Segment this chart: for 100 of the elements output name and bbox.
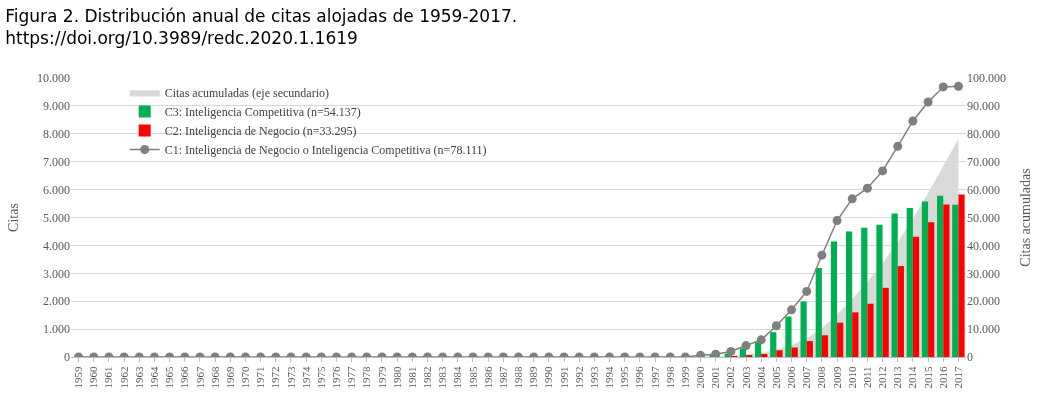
bar <box>785 316 792 357</box>
bar <box>867 303 874 357</box>
x-tick-label: 1999 <box>678 365 691 389</box>
x-tick-label: 1966 <box>178 365 191 389</box>
point <box>696 350 706 357</box>
x-tick-label: 1960 <box>87 365 100 389</box>
x-tick-label: 2012 <box>876 366 889 389</box>
bar <box>770 332 777 357</box>
x-tick-label: 1981 <box>405 366 418 389</box>
bar <box>739 348 747 357</box>
x-tick-label: 1979 <box>375 365 388 389</box>
bar <box>761 353 768 357</box>
x-tick-label: 2017 <box>951 365 964 389</box>
x-tick-label: 1995 <box>618 365 631 389</box>
point <box>953 81 963 91</box>
point <box>862 183 872 193</box>
legend-label: C1: Inteligencia de Negocio o Inteligencia Competitiva (n=78.111) <box>164 143 487 158</box>
x-tick-label: 2000 <box>694 365 707 389</box>
x-tick-label: 1969 <box>223 365 236 389</box>
bar <box>882 287 889 357</box>
bar <box>912 236 920 357</box>
x-tick-label: 1998 <box>663 365 676 389</box>
x-tick-label: 1991 <box>557 366 570 389</box>
y-tick-label: 9.000 <box>43 99 70 114</box>
bar <box>837 322 844 357</box>
x-tick-label: 1959 <box>72 365 85 389</box>
y2-tick-label: 70.000 <box>967 154 1000 169</box>
bar <box>937 195 944 357</box>
legend-label: C2: Inteligencia de Negocio (n=33.295) <box>164 124 357 139</box>
x-tick-label: 1968 <box>208 365 221 389</box>
legend-label: Citas acumuladas (eje secundario) <box>164 86 329 101</box>
y2-tick-label: 50.000 <box>967 210 1000 225</box>
x-tick-label: 1973 <box>284 365 297 389</box>
x-tick-label: 2008 <box>815 365 828 389</box>
x-tick-label: 1996 <box>633 365 646 389</box>
x-tick-label: 1982 <box>421 366 434 389</box>
point <box>923 97 933 107</box>
x-tick-label: 1997 <box>648 365 661 389</box>
point <box>726 346 736 356</box>
bar <box>958 194 965 357</box>
bar <box>943 204 950 357</box>
y-tick-label: 1.000 <box>43 322 70 337</box>
point <box>878 166 888 176</box>
x-tick-label: 1963 <box>132 365 145 389</box>
x-tick-label: 1994 <box>603 365 616 389</box>
x-tick-label: 1989 <box>527 365 540 389</box>
bar <box>800 301 807 357</box>
point <box>832 216 842 226</box>
y2-tick-label: 80.000 <box>967 127 1000 141</box>
bar <box>754 342 762 357</box>
x-tick-label: 2016 <box>936 365 949 389</box>
x-tick-label: 2014 <box>906 365 919 389</box>
bar <box>897 266 904 357</box>
x-tick-label: 2004 <box>754 365 767 389</box>
point <box>787 305 797 315</box>
y2-tick-label: 60.000 <box>967 182 1000 197</box>
bar <box>861 227 868 357</box>
x-tick-label: 2007 <box>800 365 813 389</box>
x-tick-label: 2015 <box>921 365 934 389</box>
x-tick-label: 1972 <box>269 366 282 389</box>
y-tick-label: 7.000 <box>43 154 70 169</box>
x-tick-label: 2002 <box>724 366 737 389</box>
bar <box>876 224 883 357</box>
bar <box>952 204 959 357</box>
point <box>711 349 721 357</box>
x-tick-label: 1965 <box>163 365 176 389</box>
point <box>938 82 948 92</box>
point <box>817 250 827 260</box>
y-tick-label: 5.000 <box>43 210 70 225</box>
chart-title: Figura 2. Distribución anual de citas alojadas de 1959-2017. https://doi.org/10.3989/redc.2020.1.1619 <box>5 6 518 49</box>
x-tick-label: 2001 <box>709 366 722 389</box>
x-tick-label: 1980 <box>390 365 403 389</box>
x-tick-label: 1985 <box>466 365 479 389</box>
y2-tick-label: 100.000 <box>967 71 1006 86</box>
x-tick-label: 1978 <box>360 365 373 389</box>
bar <box>906 208 913 357</box>
bar <box>806 341 813 357</box>
bar <box>891 213 898 357</box>
x-tick-label: 2013 <box>891 365 904 389</box>
y-tick-label: 2.000 <box>43 294 70 309</box>
y2-tick-label: 10.000 <box>967 322 1000 337</box>
bar <box>852 312 859 357</box>
x-tick-label: 1976 <box>330 365 343 389</box>
bar <box>921 201 929 357</box>
x-tick-label: 1993 <box>587 365 600 389</box>
x-tick-label: 1986 <box>481 365 494 389</box>
point <box>847 194 857 204</box>
x-tick-label: 1990 <box>542 365 555 389</box>
x-tick-label: 1971 <box>254 366 267 389</box>
x-tick-label: 1967 <box>193 365 206 389</box>
x-tick-label: 1983 <box>436 365 449 389</box>
x-tick-label: 2006 <box>785 365 798 389</box>
x-tick-label: 1987 <box>496 365 509 389</box>
y-tick-label: 0 <box>64 350 70 365</box>
y-axis-title: Citas <box>5 203 21 232</box>
x-tick-label: 2010 <box>845 365 858 389</box>
x-tick-label: 1964 <box>148 365 160 389</box>
y-tick-label: 8.000 <box>43 127 70 141</box>
bar <box>776 350 783 357</box>
y-tick-label: 10.000 <box>37 71 70 86</box>
